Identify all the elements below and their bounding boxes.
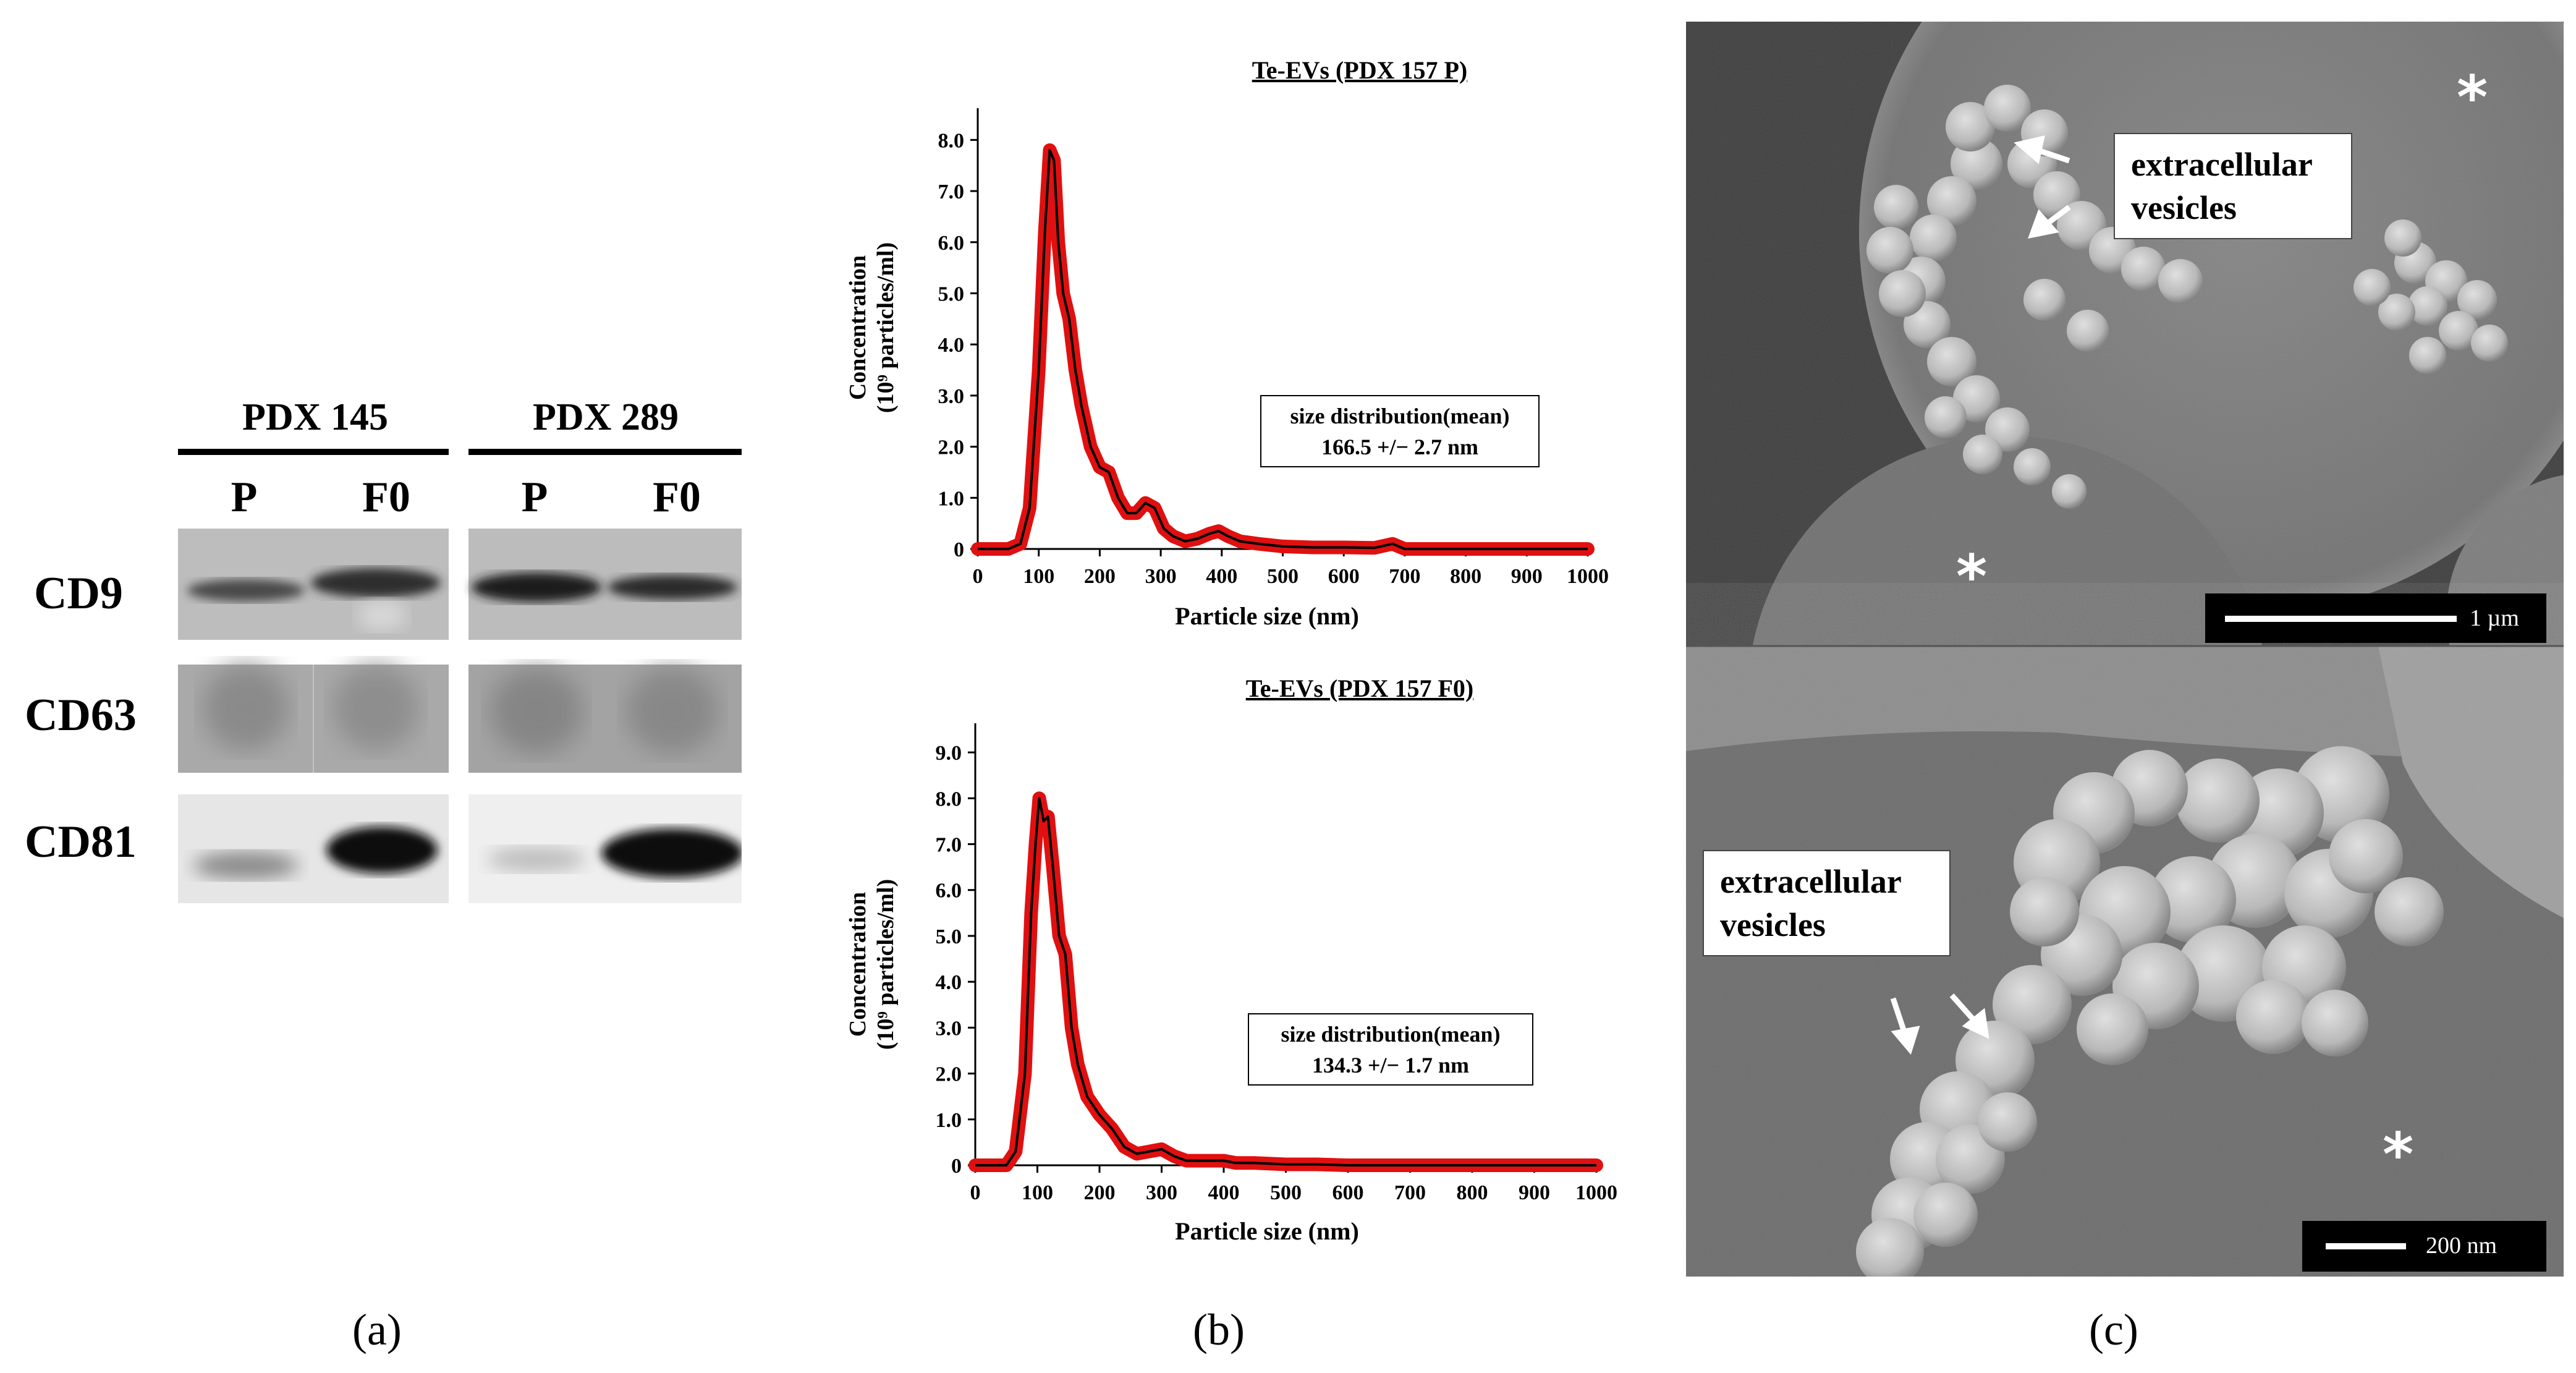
star-marker: * xyxy=(2383,1120,2414,1189)
x-tick-label: 900 xyxy=(1519,1181,1550,1204)
row-label-cd9: CD9 xyxy=(34,568,123,619)
chart-top: Concentration (10⁹ particles/ml) Particl… xyxy=(845,108,1609,630)
y-tick-label: 8.0 xyxy=(938,129,965,152)
group-title-pdx289: PDX 289 xyxy=(533,396,679,438)
annotation-line1: size distribution(mean) xyxy=(1290,404,1510,428)
group-title-pdx145: PDX 145 xyxy=(242,396,388,438)
scale-bar-label: 1 µm xyxy=(2470,605,2519,631)
chart-title-top: Te-EVs (PDX 157 P) xyxy=(1252,56,1468,84)
y-tick-label: 6.0 xyxy=(936,880,962,903)
x-tick-label: 200 xyxy=(1084,1181,1116,1204)
arrow-icon xyxy=(1890,993,1989,1055)
x-tick-label: 600 xyxy=(1332,1181,1364,1204)
x-tick-label: 700 xyxy=(1394,1181,1426,1204)
x-tick-label: 600 xyxy=(1328,565,1360,588)
lane-label: P xyxy=(231,474,258,521)
y-tick-label: 4.0 xyxy=(938,334,965,357)
annotation-line1: size distribution(mean) xyxy=(1281,1022,1501,1047)
chart-title-bottom: Te-EVs (PDX 157 F0) xyxy=(1245,674,1474,702)
blot-strip-cd63-pdx145 xyxy=(178,665,449,773)
x-tick-label: 300 xyxy=(1145,565,1177,588)
y-tick-label: 6.0 xyxy=(938,232,965,255)
star-marker: * xyxy=(2457,63,2488,132)
y-tick-label: 0 xyxy=(954,538,964,561)
y-tick-label: 5.0 xyxy=(938,283,965,305)
row-label-cd63: CD63 xyxy=(25,690,137,741)
x-tick-label: 0 xyxy=(970,1181,981,1204)
scale-bar-bottom: 200 nm xyxy=(2302,1221,2546,1272)
x-tick-label: 800 xyxy=(1450,565,1481,588)
x-tick-label: 100 xyxy=(1023,565,1054,588)
blot-strip-cd81-pdx289 xyxy=(468,794,742,903)
series-line xyxy=(975,797,1596,1167)
scale-bar-top: 1 µm xyxy=(2205,593,2546,643)
sem-label-bottom: extracellular vesicles xyxy=(1703,850,1951,956)
y-tick-label: 5.0 xyxy=(936,925,962,948)
arrow-icon xyxy=(2014,135,2071,239)
y-tick-label: 9.0 xyxy=(936,742,962,765)
x-tick-label: 300 xyxy=(1146,1181,1177,1204)
panel-letter-b: (b) xyxy=(1193,1305,1245,1354)
blot-strip-cd81-pdx145 xyxy=(178,794,449,903)
y-tick-label: 1.0 xyxy=(938,487,965,510)
x-tick-label: 900 xyxy=(1511,565,1543,588)
x-tick-label: 0 xyxy=(973,565,983,588)
x-tick-label: 200 xyxy=(1084,565,1116,588)
y-axis-label-line1: Concentration xyxy=(845,892,871,1037)
blot-strip-cd9-pdx289 xyxy=(468,529,742,640)
lane-label: F0 xyxy=(653,474,701,521)
x-tick-label: 800 xyxy=(1457,1181,1488,1204)
x-axis-label: Particle size (nm) xyxy=(1175,1217,1359,1245)
group-rule-pdx289 xyxy=(468,449,742,455)
y-tick-label: 7.0 xyxy=(936,834,962,857)
blot-strip-cd9-pdx145 xyxy=(178,529,449,640)
panel-letter-a: (a) xyxy=(352,1305,402,1354)
scale-bar-line xyxy=(2225,616,2457,622)
row-label-cd81: CD81 xyxy=(25,817,137,867)
annotation-box-top: size distribution(mean) 166.5 +/− 2.7 nm xyxy=(1260,395,1540,467)
x-tick-label: 500 xyxy=(1267,565,1299,588)
annotation-line2: 134.3 +/− 1.7 nm xyxy=(1312,1053,1469,1078)
x-tick-label: 100 xyxy=(1022,1181,1053,1204)
sem-micrographs xyxy=(1686,22,2564,1277)
group-rule-pdx145 xyxy=(178,449,449,455)
y-tick-label: 3.0 xyxy=(936,1017,962,1040)
x-axis-label: Particle size (nm) xyxy=(1175,602,1359,630)
star-marker: * xyxy=(1956,542,1988,611)
error-band xyxy=(971,143,1595,556)
y-tick-label: 2.0 xyxy=(936,1063,962,1086)
lane-label: P xyxy=(521,474,548,521)
y-tick-label: 2.0 xyxy=(938,436,965,459)
blot-strip-cd63-pdx289 xyxy=(468,665,742,773)
y-tick-label: 7.0 xyxy=(938,181,965,203)
annotation-line2: 166.5 +/− 2.7 nm xyxy=(1321,435,1478,459)
y-axis-label-line2: (10⁹ particles/ml) xyxy=(873,879,899,1050)
x-tick-label: 500 xyxy=(1270,1181,1302,1204)
scale-bar-label: 200 nm xyxy=(2426,1233,2498,1259)
chart-bottom: Concentration (10⁹ particles/ml) Particl… xyxy=(845,723,1617,1245)
panel-letter-c: (c) xyxy=(2089,1305,2138,1354)
x-tick-label: 400 xyxy=(1208,1181,1240,1204)
y-axis-label-line2: (10⁹ particles/ml) xyxy=(873,242,899,413)
x-tick-label: 400 xyxy=(1206,565,1237,588)
western-blot-image xyxy=(178,529,742,903)
y-axis-label-line1: Concentration xyxy=(845,255,871,400)
y-tick-label: 8.0 xyxy=(936,788,962,810)
lane-label: F0 xyxy=(362,474,410,521)
x-tick-label: 1000 xyxy=(1567,565,1609,588)
y-tick-label: 4.0 xyxy=(936,971,962,994)
sem-bottom-image xyxy=(1686,646,2564,1277)
x-tick-label: 1000 xyxy=(1575,1181,1617,1204)
sem-label-top: extracellular vesicles xyxy=(2114,133,2352,239)
annotation-box-bottom: size distribution(mean) 134.3 +/− 1.7 nm xyxy=(1248,1013,1533,1086)
y-tick-label: 0 xyxy=(951,1155,962,1178)
y-tick-label: 1.0 xyxy=(936,1109,962,1132)
scale-bar-line xyxy=(2326,1243,2406,1249)
y-tick-label: 3.0 xyxy=(938,385,965,408)
x-tick-label: 700 xyxy=(1389,565,1420,588)
